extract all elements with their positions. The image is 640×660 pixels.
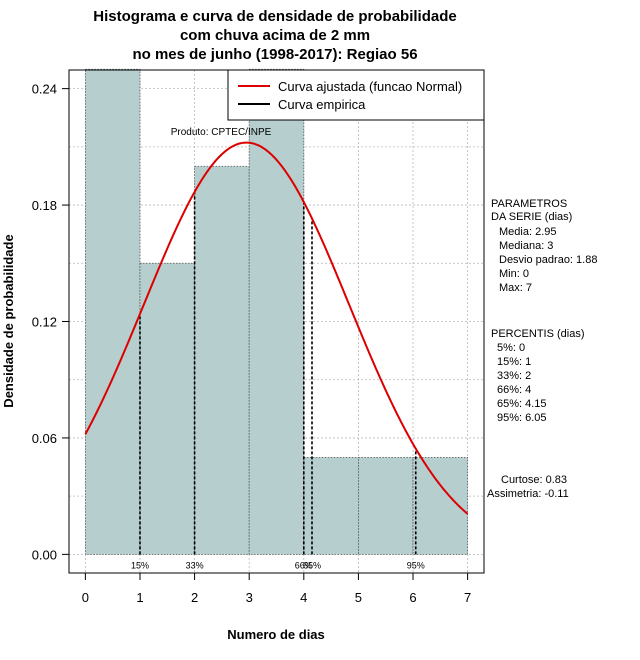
percentile-label-1: 33% xyxy=(186,560,204,570)
axes: 0 1 2 3 4 5 6 7 0.00 0.06 0.12 0.18 0.24 xyxy=(32,82,472,605)
histogram-bar-3 xyxy=(248,68,305,555)
legend-label-empirical: Curva empirica xyxy=(278,97,366,112)
histogram-bar-0 xyxy=(84,68,141,555)
histogram-bar-1 xyxy=(139,262,195,555)
x-tick-label-0: 0 xyxy=(82,590,89,605)
histogram-bars xyxy=(84,68,469,555)
chart-title-line-1: Histograma e curva de densidade de proba… xyxy=(93,8,456,25)
percentile-65: 65%: 4.15 xyxy=(497,398,547,410)
percentile-label-4: 95% xyxy=(407,560,425,570)
histogram-bar-5 xyxy=(358,456,414,555)
x-tick-label-2: 2 xyxy=(191,590,198,605)
legend: Curva ajustada (funcao Normal) Curva emp… xyxy=(227,69,485,121)
histogram-bar-4 xyxy=(303,456,359,555)
percentile-66: 66%: 4 xyxy=(497,384,531,396)
chart-title-line-2: com chuva acima de 2 mm xyxy=(180,27,370,44)
chart-title-line-3: no mes de junho (1998-2017): Regiao 56 xyxy=(132,46,417,63)
y-axis-label: Densidade de probabilidade xyxy=(1,234,16,407)
percentile-33: 33%: 2 xyxy=(497,370,531,382)
x-tick-label-5: 5 xyxy=(355,590,362,605)
y-tick-label-1: 0.06 xyxy=(32,431,57,446)
kurtosis-value: Curtose: 0.83 xyxy=(501,474,567,486)
percentile-5: 5%: 0 xyxy=(497,342,525,354)
histogram-bar-2 xyxy=(194,165,250,555)
credit-label: Produto: CPTEC/INPE xyxy=(171,127,272,138)
param-min: Min: 0 xyxy=(499,268,529,280)
param-median: Mediana: 3 xyxy=(499,240,553,252)
x-axis-label: Numero de dias xyxy=(227,627,325,642)
percentiles-heading: PERCENTIS (dias) xyxy=(491,328,585,340)
y-tick-label-2: 0.12 xyxy=(32,315,57,330)
x-tick-label-7: 7 xyxy=(464,590,471,605)
skewness-value: Assimetria: -0.11 xyxy=(487,488,569,500)
percentile-lines: 15% 33% 66%65% 95% xyxy=(131,191,425,570)
y-tick-label-0: 0.00 xyxy=(32,547,57,562)
percentile-15: 15%: 1 xyxy=(497,356,531,368)
percentile-label-2: 66% xyxy=(295,560,313,570)
legend-label-normal: Curva ajustada (funcao Normal) xyxy=(278,79,462,94)
parameters-heading-1: PARAMETROS xyxy=(491,198,567,210)
param-sd: Desvio padrao: 1.88 xyxy=(499,254,597,266)
param-mean: Media: 2.95 xyxy=(499,226,556,238)
fitted-normal-curve xyxy=(84,141,469,515)
parameters-heading-2: DA SERIE (dias) xyxy=(491,211,572,223)
y-tick-label-4: 0.24 xyxy=(32,82,57,97)
param-max: Max: 7 xyxy=(499,282,532,294)
legend-box xyxy=(227,69,485,121)
fitted-curve-layer xyxy=(84,141,469,515)
x-tick-label-3: 3 xyxy=(246,590,253,605)
percentile-label-0: 15% xyxy=(131,560,149,570)
x-tick-label-1: 1 xyxy=(136,590,143,605)
y-tick-label-3: 0.18 xyxy=(32,198,57,213)
x-tick-label-6: 6 xyxy=(409,590,416,605)
x-tick-label-4: 4 xyxy=(300,590,307,605)
stats-panel: PARAMETROS DA SERIE (dias) Media: 2.95 M… xyxy=(487,198,597,500)
percentile-95: 95%: 6.05 xyxy=(497,412,547,424)
percentile-label-3: 65% xyxy=(303,560,321,570)
